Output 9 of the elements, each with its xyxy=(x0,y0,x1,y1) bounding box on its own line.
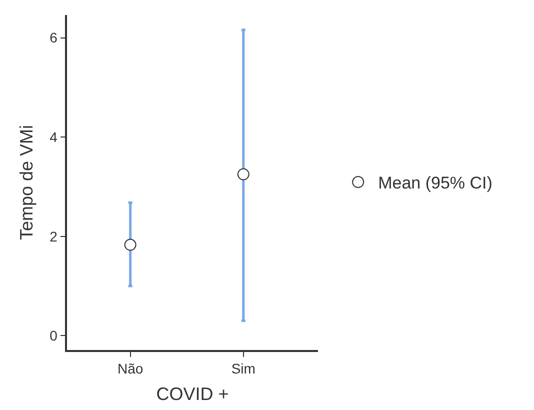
x-tick-label: Sim xyxy=(231,360,256,377)
x-axis-title: COVID + xyxy=(156,384,229,404)
legend-label: Mean (95% CI) xyxy=(378,174,492,193)
y-tick-label: 4 xyxy=(50,128,58,145)
y-tick-label: 0 xyxy=(50,328,58,344)
y-tick-label: 6 xyxy=(50,30,58,46)
y-tick-label: 2 xyxy=(50,228,58,244)
y-axis-title: Tempo de VMi xyxy=(16,124,36,240)
x-tick-label: Não xyxy=(117,360,144,377)
